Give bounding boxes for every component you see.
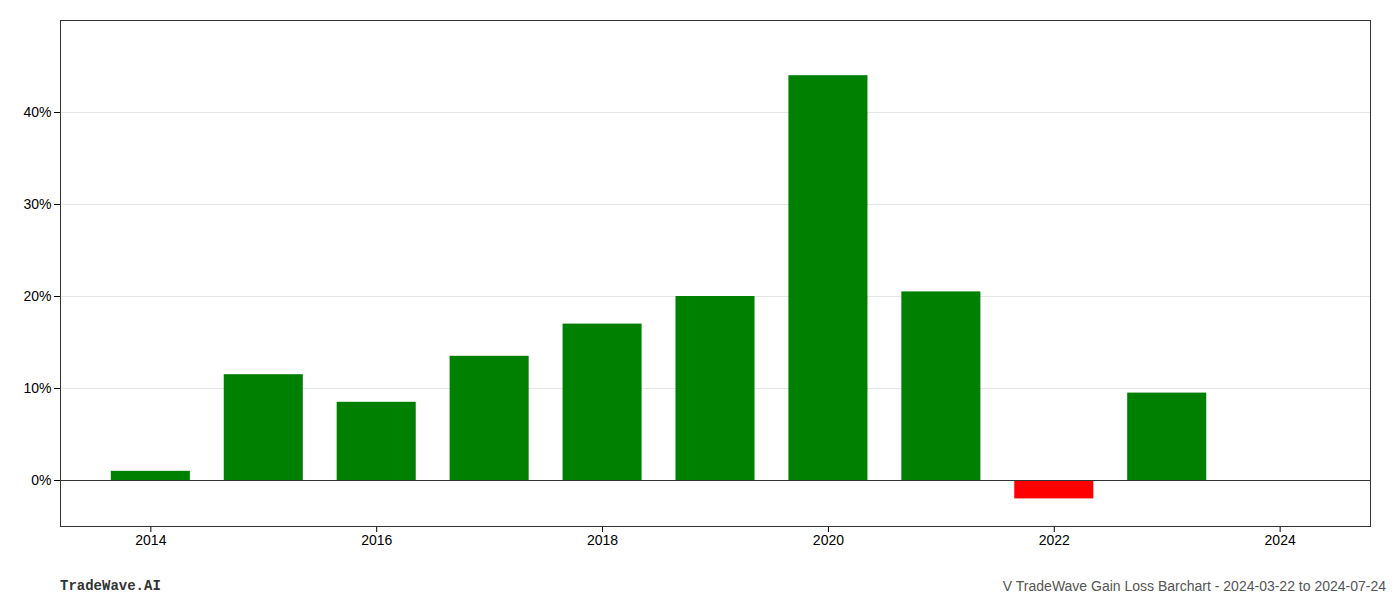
svg-text:2022: 2022	[1039, 532, 1070, 548]
svg-text:2024: 2024	[1265, 532, 1296, 548]
svg-text:30%: 30%	[23, 196, 51, 212]
svg-text:40%: 40%	[23, 104, 51, 120]
svg-text:2020: 2020	[813, 532, 844, 548]
html-text:V TradeWave Gain Loss Barchart: V TradeWave Gain Loss Barchart - 2024-03…	[1002, 578, 1386, 594]
svg-text:10%: 10%	[23, 380, 51, 396]
svg-text:20%: 20%	[23, 288, 51, 304]
html-text:TradeWave.AI: TradeWave.AI	[60, 578, 161, 594]
svg-text:2016: 2016	[361, 532, 392, 548]
svg-text:2018: 2018	[587, 532, 618, 548]
svg-text:2014: 2014	[135, 532, 166, 548]
svg-text:0%: 0%	[31, 472, 51, 488]
